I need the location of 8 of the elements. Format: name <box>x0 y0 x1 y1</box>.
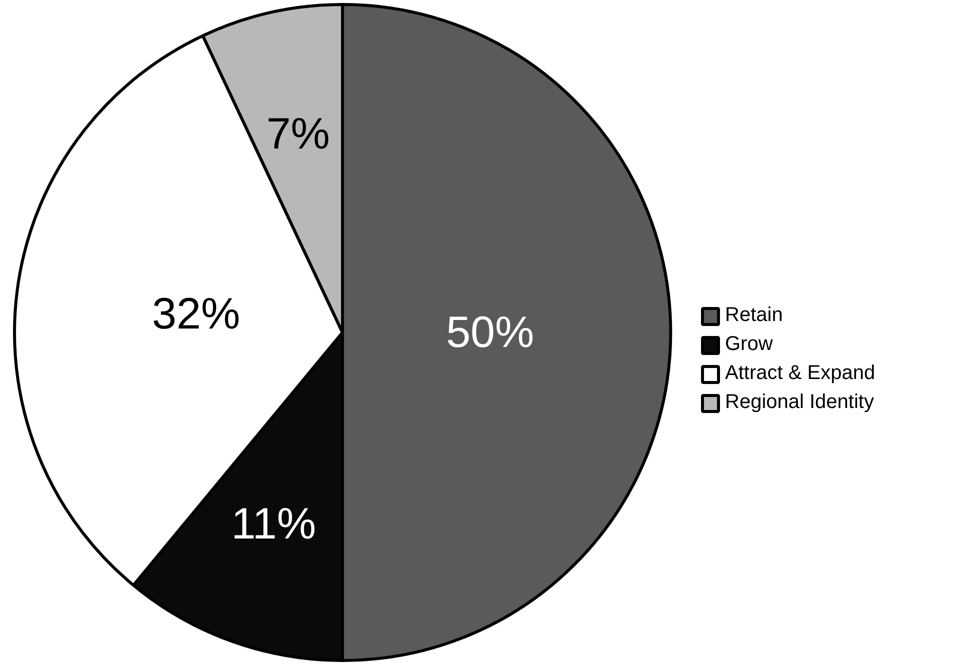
data-label: 32% <box>152 290 240 338</box>
legend-label: Grow <box>725 333 773 356</box>
data-label: 7% <box>266 110 330 159</box>
legend-label: Attract & Expand <box>725 362 876 385</box>
data-label: 50% <box>446 308 534 357</box>
legend-label: Retain <box>725 304 783 327</box>
data-label: 11% <box>231 499 316 548</box>
legend-label: Regional Identity <box>725 391 874 414</box>
